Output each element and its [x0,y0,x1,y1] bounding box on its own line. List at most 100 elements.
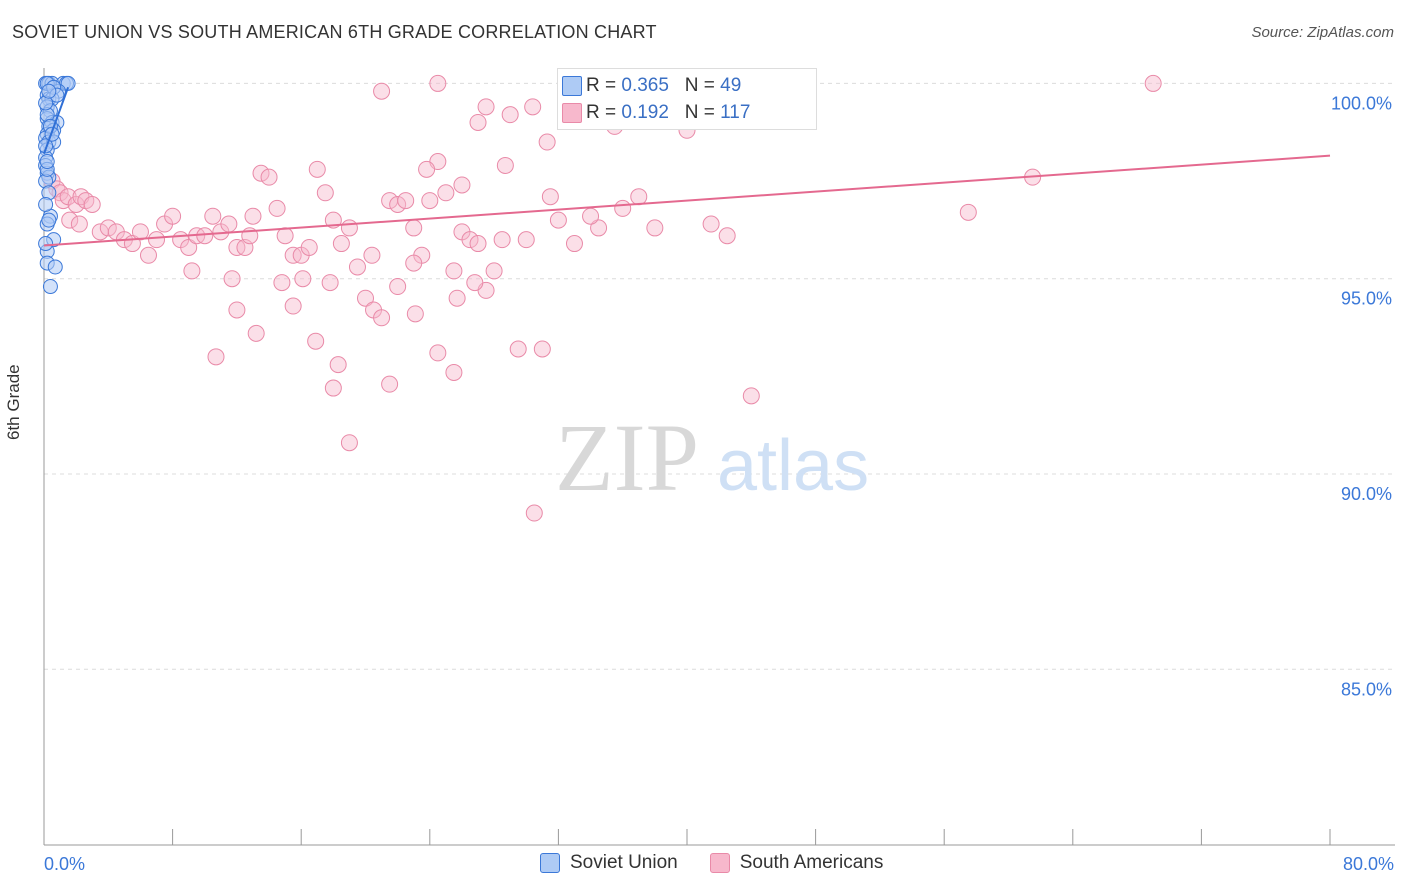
soviet-r-value: 0.365 [621,75,669,96]
south-americans-point [445,262,463,280]
south-americans-point [389,278,407,296]
south-americans-point [247,324,265,342]
sa-r-value: 0.192 [621,102,669,123]
soviet-union-point [41,212,57,228]
legend-item-south-americans[interactable]: South Americans [709,852,883,874]
south-americans-point [340,219,358,237]
south-americans-point [70,215,88,233]
south-americans-point [565,235,583,253]
south-americans-point [742,387,760,405]
y-tick-label: 90.0% [1341,484,1392,504]
south-americans-point [493,231,511,249]
south-americans-point [180,238,198,256]
south-americans-point [204,207,222,225]
south-americans-point [252,164,270,182]
south-americans-points [43,74,1162,522]
south-americans-point [308,160,326,178]
grid [44,82,1395,670]
south-americans-point [630,188,648,206]
south-americans-point [348,258,366,276]
soviet-union-trendline [43,86,70,155]
soviet-union-points [38,75,76,295]
stats-legend: R = 0.365 N = 49 R = 0.192 N = 117 [557,68,817,130]
soviet-union-point [39,154,55,170]
south-americans-point [329,356,347,374]
south-americans-point [164,207,182,225]
south-americans-point [429,74,447,92]
watermark: ZIP atlas [555,404,869,511]
soviet-swatch [562,76,582,96]
south-americans-point [223,270,241,288]
south-americans-point [718,227,736,245]
south-americans-point [590,219,608,237]
south-americans-point [405,254,423,272]
soviet-union-point [41,83,57,99]
south-americans-point [437,184,455,202]
x-tick-label-max: 80.0% [1343,854,1394,874]
south-americans-point [276,227,294,245]
south-americans-point [445,363,463,381]
south-americans-point [207,348,225,366]
south-americans-point [469,113,487,131]
south-americans-point [332,235,350,253]
south-americans-trendline [43,154,1331,247]
trend-lines [43,86,1331,247]
south-americans-point [429,344,447,362]
south-americans-point [139,246,157,264]
south-americans-point [228,301,246,319]
soviet-union-point [47,259,63,275]
legend-item-soviet-union[interactable]: Soviet Union [540,852,678,874]
stats-row-sa: R = 0.192 N = 117 [562,102,750,124]
watermark-zip: ZIP [555,404,699,511]
south-americans-point [614,199,632,217]
south-americans-point [421,192,439,210]
south-americans-point [959,203,977,221]
south-americans-point [183,262,201,280]
bottom-legend: Soviet Union South Americans [540,852,915,874]
south-americans-point [389,196,407,214]
south-americans-point [469,235,487,253]
south-americans-point [517,231,535,249]
stats-row-soviet: R = 0.365 N = 49 [562,75,741,97]
chart-title: SOVIET UNION VS SOUTH AMERICAN 6TH GRADE… [12,22,657,42]
south-americans-point [448,289,466,307]
south-americans-point [541,188,559,206]
south-americans-point [373,309,391,327]
south-americans-point [220,215,238,233]
watermark-atlas: atlas [717,426,869,506]
south-americans-point [461,231,479,249]
sa-r-label: R = [586,102,622,123]
y-tick-label: 100.0% [1331,93,1392,113]
south-americans-point [196,227,214,245]
legend-label-soviet: Soviet Union [570,852,678,873]
south-americans-point [363,246,381,264]
y-tick-label: 95.0% [1341,289,1392,309]
south-americans-point [485,262,503,280]
south-americans-point [549,211,567,229]
y-axis-label: 6th Grade [4,364,23,440]
south-americans-point [99,219,117,237]
soviet-union-point [38,236,54,252]
south-americans-point [148,231,166,249]
south-americans-point [466,274,484,292]
south-americans-point [268,199,286,217]
south-americans-point [357,289,374,307]
y-tick-label: 85.0% [1341,679,1392,699]
source-label: Source: ZipAtlas.com [1251,24,1394,41]
south-americans-point [316,184,334,202]
legend-swatch-sa [709,853,730,873]
sa-swatch [562,103,582,123]
legend-swatch-soviet [540,853,560,873]
south-americans-point [533,340,551,358]
south-americans-point [501,106,519,124]
x-tick-label-min: 0.0% [44,854,85,874]
south-americans-point [284,297,302,315]
soviet-r-label: R = [586,75,622,96]
south-americans-point [524,98,542,116]
south-americans-point [294,270,312,288]
south-americans-point [300,238,318,256]
soviet-n-label: N = [684,75,721,96]
sa-n-label: N = [684,102,721,123]
south-americans-point [453,176,471,194]
